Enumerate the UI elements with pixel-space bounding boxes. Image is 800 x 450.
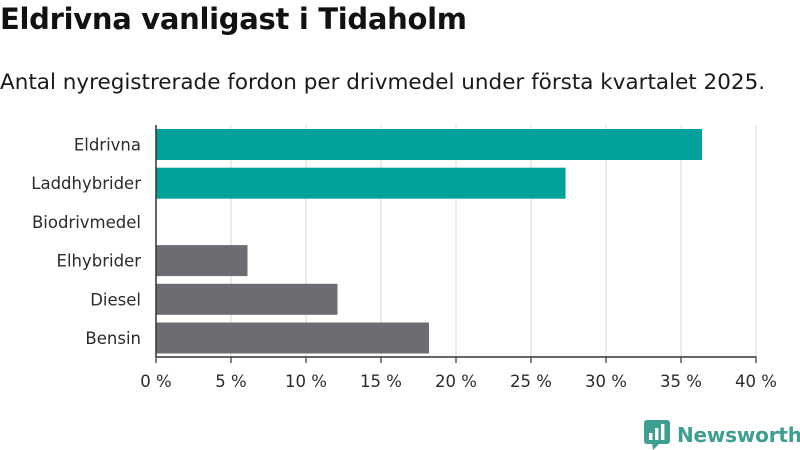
x-tick-label: 0 %	[140, 372, 171, 391]
x-tick-label: 25 %	[510, 372, 552, 391]
x-tick-label: 15 %	[360, 372, 402, 391]
bar-elhybrider	[156, 245, 248, 277]
brand-name: Newsworthy	[677, 423, 800, 447]
category-label: Elhybrider	[57, 252, 142, 271]
chart-title: Eldrivna vanligast i Tidaholm	[0, 2, 467, 36]
x-tick-label: 30 %	[585, 372, 627, 391]
bar-laddhybrider	[156, 167, 566, 199]
bar-diesel	[156, 283, 338, 315]
category-label: Laddhybrider	[31, 174, 141, 193]
x-axis: 0 % 5 % 10 % 15 % 20 % 25 % 30 % 35 % 40 %	[140, 125, 777, 391]
x-tick-label: 10 %	[285, 372, 327, 391]
category-label: Diesel	[90, 290, 141, 309]
x-tick-label: 40 %	[735, 372, 777, 391]
grid-lines	[230, 125, 757, 357]
category-label: Eldrivna	[74, 136, 141, 155]
category-label: Bensin	[85, 329, 141, 348]
category-label: Biodrivmedel	[32, 213, 141, 232]
chart-subtitle: Antal nyregistrerade fordon per drivmede…	[0, 70, 766, 95]
brand-logo[interactable]: Newsworthy	[644, 420, 800, 450]
bar-bensin	[156, 322, 429, 354]
bar-eldrivna	[156, 129, 702, 160]
newsworthy-logo-icon	[644, 420, 670, 450]
x-tick-label: 5 %	[215, 372, 246, 391]
x-tick-label: 35 %	[660, 372, 702, 391]
category-labels: Eldrivna Laddhybrider Biodrivmedel Elhybrid…	[31, 136, 141, 349]
x-tick-label: 20 %	[435, 372, 477, 391]
bars	[156, 129, 702, 354]
